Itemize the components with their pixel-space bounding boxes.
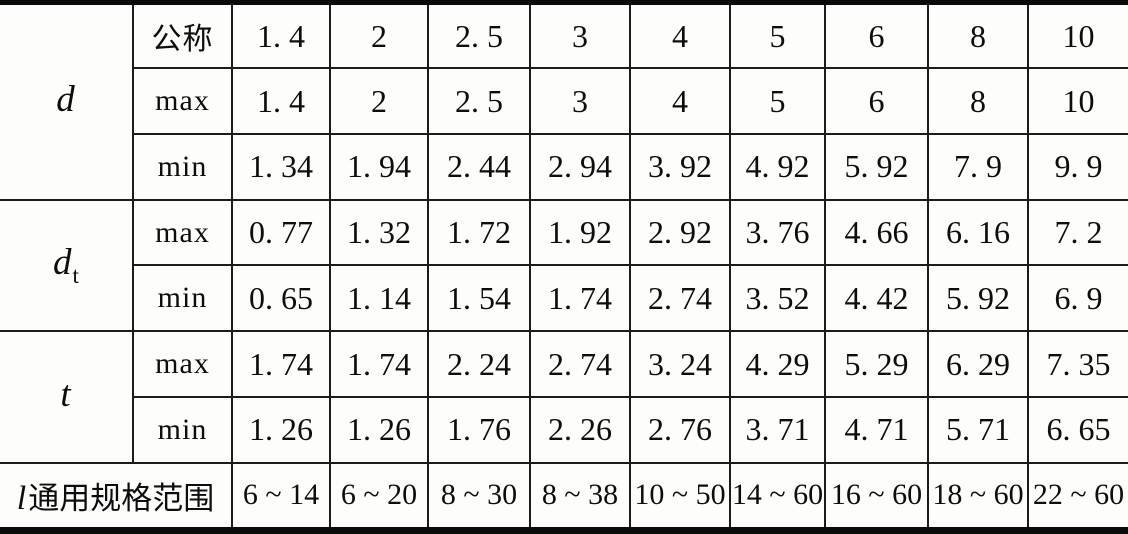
value-cell: 10	[1027, 1, 1128, 70]
value-cell: 6	[824, 1, 929, 70]
sub-label: 公称	[132, 1, 233, 70]
value-cell: 2. 26	[529, 395, 631, 464]
range-cell: 6 ~ 20	[329, 461, 429, 532]
range-cell: 8 ~ 30	[427, 461, 531, 532]
table-row: l通用规格范围 6 ~ 14 6 ~ 20 8 ~ 30 8 ~ 38 10 ~…	[0, 461, 1128, 532]
value-cell: 6. 65	[1027, 395, 1128, 464]
value-cell: 5	[729, 1, 826, 70]
value-cell: 9. 9	[1027, 132, 1128, 201]
value-cell: 2. 74	[529, 330, 631, 398]
value-cell: 1. 92	[529, 198, 631, 267]
value-cell: 2. 94	[529, 132, 631, 201]
value-cell: 1. 72	[427, 198, 531, 267]
value-cell: 1. 14	[329, 264, 429, 333]
value-cell: 4. 66	[824, 198, 929, 267]
value-cell: 6	[824, 67, 929, 135]
value-cell: 3. 52	[729, 264, 826, 333]
value-cell: 1. 32	[329, 198, 429, 267]
value-cell: 1. 74	[329, 330, 429, 398]
range-cell: 18 ~ 60	[927, 461, 1029, 532]
range-cell: 6 ~ 14	[231, 461, 331, 532]
value-cell: 4. 29	[729, 330, 826, 398]
value-cell: 6. 9	[1027, 264, 1128, 333]
value-cell: 1. 74	[231, 330, 331, 398]
value-cell: 3. 76	[729, 198, 826, 267]
row-group-label-text: d	[56, 78, 75, 120]
range-cell: 22 ~ 60	[1027, 461, 1128, 532]
range-cell: 14 ~ 60	[729, 461, 826, 532]
range-cell: 10 ~ 50	[629, 461, 731, 532]
value-cell: 0. 77	[231, 198, 331, 267]
row-group-label-text: t	[60, 373, 71, 415]
footer-label-text: 通用规格范围	[28, 480, 215, 516]
value-cell: 1. 34	[231, 132, 331, 201]
value-cell: 7. 2	[1027, 198, 1128, 267]
value-cell: 3	[529, 1, 631, 70]
value-cell: 2. 92	[629, 198, 731, 267]
row-group-label-t: t	[0, 330, 134, 464]
value-cell: 2. 74	[629, 264, 731, 333]
value-cell: 3. 24	[629, 330, 731, 398]
value-cell: 1. 4	[231, 67, 331, 135]
value-cell: 1. 94	[329, 132, 429, 201]
value-cell: 5. 71	[927, 395, 1029, 464]
value-cell: 3. 92	[629, 132, 731, 201]
value-cell: 4. 92	[729, 132, 826, 201]
table-row: max 1. 4 2 2. 5 3 4 5 6 8 10	[0, 67, 1128, 135]
row-group-label-d: d	[0, 1, 134, 201]
value-cell: 2	[329, 1, 429, 70]
sub-label: max	[132, 330, 233, 398]
value-cell: 5. 92	[927, 264, 1029, 333]
value-cell: 5. 29	[824, 330, 929, 398]
value-cell: 4	[629, 67, 731, 135]
value-cell: 6. 29	[927, 330, 1029, 398]
value-cell: 4. 42	[824, 264, 929, 333]
value-cell: 8	[927, 67, 1029, 135]
row-group-label-dt: dt	[0, 198, 134, 333]
sub-label: min	[133, 395, 233, 464]
value-cell: 1. 74	[529, 264, 631, 333]
value-cell: 2. 44	[427, 132, 531, 201]
value-cell: 6. 16	[927, 198, 1029, 267]
value-cell: 8	[927, 1, 1029, 70]
sub-label: max	[132, 198, 233, 267]
range-cell: 8 ~ 38	[529, 461, 631, 532]
table-row: dt max 0. 77 1. 32 1. 72 1. 92 2. 92 3. …	[0, 198, 1128, 333]
footer-label: l通用规格范围	[0, 461, 233, 532]
value-cell: 1. 26	[231, 395, 331, 464]
value-cell: 2. 5	[427, 1, 531, 70]
table-row: min 1. 26 1. 26 1. 76 2. 26 2. 76 3. 71 …	[0, 395, 1128, 464]
value-cell: 5. 92	[824, 132, 929, 201]
sub-label: max	[133, 67, 233, 135]
value-cell: 1. 54	[427, 264, 531, 333]
sub-label: min	[133, 264, 233, 333]
value-cell: 0. 65	[231, 264, 331, 333]
value-cell: 5	[729, 67, 826, 135]
value-cell: 1. 4	[231, 1, 331, 70]
value-cell: 7. 9	[927, 132, 1029, 201]
table-row: t max 1. 74 1. 74 2. 24 2. 74 3. 24 4. 2…	[0, 330, 1128, 464]
value-cell: 2	[329, 67, 429, 135]
table-row: min 0. 65 1. 14 1. 54 1. 74 2. 74 3. 52 …	[0, 264, 1128, 333]
value-cell: 2. 24	[427, 330, 531, 398]
row-group-label-subscript: t	[72, 263, 79, 289]
value-cell: 7. 35	[1027, 330, 1128, 398]
range-cell: 16 ~ 60	[824, 461, 929, 532]
footer-label-italic: l	[16, 479, 27, 517]
value-cell: 1. 76	[427, 395, 531, 464]
value-cell: 1. 26	[329, 395, 429, 464]
value-cell: 2. 76	[629, 395, 731, 464]
table-row: d 公称 1. 4 2 2. 5 3 4 5 6 8 10	[0, 1, 1128, 201]
value-cell: 3. 71	[729, 395, 826, 464]
row-group-label-text: d	[53, 242, 72, 284]
value-cell: 10	[1027, 67, 1128, 135]
value-cell: 4	[629, 1, 731, 70]
value-cell: 2. 5	[427, 67, 531, 135]
sub-label: min	[133, 132, 233, 201]
table-row: min 1. 34 1. 94 2. 44 2. 94 3. 92 4. 92 …	[0, 132, 1128, 201]
value-cell: 4. 71	[824, 395, 929, 464]
value-cell: 3	[529, 67, 631, 135]
